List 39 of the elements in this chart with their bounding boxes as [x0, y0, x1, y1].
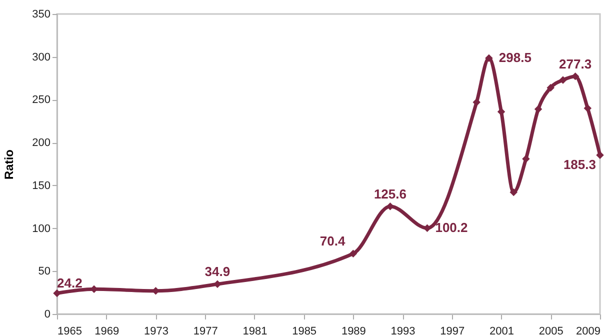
data-label: 34.9 — [204, 264, 230, 280]
data-label: 70.4 — [320, 234, 346, 249]
y-tick-label: 250 — [32, 94, 50, 106]
y-tick-label: 100 — [32, 222, 50, 235]
x-tick-label: 2009 — [576, 326, 600, 336]
x-tick-label: 1981 — [242, 326, 268, 336]
x-tick-label: 1997 — [440, 326, 465, 336]
x-tick-label: 1973 — [144, 326, 168, 336]
data-label: 100.2 — [435, 220, 468, 236]
x-tick-label: 1969 — [94, 326, 120, 336]
point — [510, 188, 518, 196]
point — [214, 280, 222, 288]
point — [596, 151, 604, 160]
data-label: 24.2 — [57, 275, 82, 290]
x-tick-label: 1977 — [193, 326, 218, 336]
point — [534, 105, 542, 114]
y-tick-label: 300 — [32, 51, 50, 64]
y-tick-label: 150 — [32, 180, 50, 192]
x-tick-label: 1989 — [341, 326, 366, 336]
point — [584, 104, 592, 112]
x-tick-label: 1993 — [390, 326, 416, 336]
point — [559, 76, 567, 84]
x-tick-label: 1965 — [58, 326, 82, 336]
data-label: 277.3 — [559, 56, 592, 72]
y-axis-title: Ratio — [2, 150, 16, 180]
x-tick-label: 2001 — [490, 326, 514, 336]
data-label: 185.3 — [563, 157, 596, 172]
point — [485, 54, 493, 62]
data-label: 298.5 — [498, 50, 532, 66]
y-tick-label: 50 — [38, 266, 50, 278]
y-tick-label: 350 — [32, 8, 50, 20]
y-tick-label: 0 — [44, 308, 50, 320]
point — [349, 250, 358, 258]
data-label: 125.6 — [374, 186, 406, 202]
x-tick-label: 1985 — [292, 326, 317, 336]
y-tick-label: 200 — [32, 137, 50, 150]
x-tick-label: 2005 — [538, 326, 564, 336]
point — [546, 84, 555, 92]
point — [472, 98, 480, 106]
